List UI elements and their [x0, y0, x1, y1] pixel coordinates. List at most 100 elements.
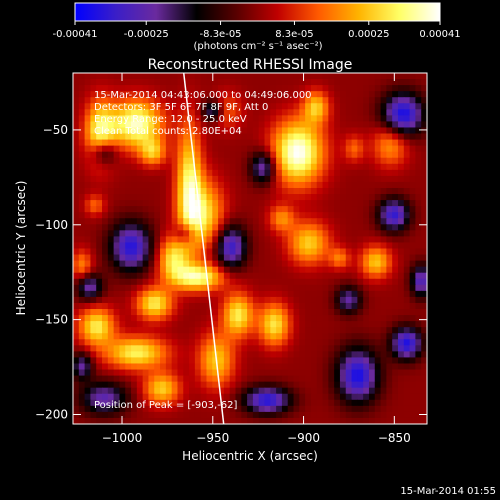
heatmap-cell — [334, 127, 341, 135]
heatmap-cell — [218, 345, 225, 352]
heatmap-cell — [241, 309, 248, 316]
heatmap-cell — [328, 260, 335, 268]
heatmap-cell — [252, 169, 260, 177]
heatmap-cell — [322, 381, 329, 389]
heatmap-cell — [357, 302, 364, 310]
heatmap-cell — [136, 151, 144, 159]
heatmap-cell — [142, 248, 150, 256]
heatmap-cell — [345, 363, 353, 371]
heatmap-cell — [136, 266, 144, 274]
heatmap-cell — [136, 339, 144, 346]
heatmap-cell — [241, 242, 248, 250]
heatmap-cell — [357, 85, 364, 92]
heatmap-cell — [299, 212, 306, 219]
heatmap-cell — [131, 345, 138, 352]
heatmap-cell — [160, 411, 167, 419]
heatmap-cell — [131, 315, 138, 322]
heatmap-cell — [102, 151, 109, 159]
heatmap-cell — [316, 145, 324, 153]
heatmap-cell — [78, 218, 86, 225]
heatmap-cell — [339, 224, 347, 231]
heatmap-cell — [421, 200, 427, 207]
heatmap-cell — [113, 230, 121, 237]
heatmap-cell — [351, 224, 358, 231]
heatmap-cell — [386, 411, 393, 419]
heatmap-cell — [142, 73, 150, 80]
heatmap-cell — [264, 290, 271, 298]
heatmap-cell — [131, 194, 138, 201]
heatmap-cell — [310, 145, 318, 153]
heatmap-cell — [200, 181, 208, 189]
heatmap-cell — [316, 121, 324, 129]
heatmap-cell — [131, 284, 138, 292]
heatmap-cell — [310, 290, 318, 298]
heatmap-cell — [276, 169, 283, 177]
heatmap-cell — [142, 175, 150, 183]
heatmap-cell — [339, 73, 347, 80]
heatmap-cell — [386, 248, 393, 256]
heatmap-cell — [310, 315, 318, 322]
heatmap-cell — [160, 85, 167, 92]
heatmap-cell — [363, 145, 370, 153]
heatmap-cell — [247, 212, 254, 219]
heatmap-cell — [165, 278, 173, 286]
heatmap-cell — [281, 309, 289, 316]
heatmap-cell — [305, 103, 312, 110]
heatmap-cell — [154, 139, 161, 147]
heatmap-cell — [403, 181, 411, 189]
heatmap-cell — [316, 169, 324, 177]
heatmap-cell — [113, 399, 121, 407]
heatmap-cell — [113, 181, 121, 189]
heatmap-cell — [374, 417, 382, 424]
heatmap-cell — [421, 266, 427, 274]
heatmap-cell — [334, 417, 341, 424]
heatmap-cell — [189, 127, 196, 135]
heatmap-cell — [136, 375, 144, 383]
heatmap-cell — [119, 194, 126, 201]
heatmap-cell — [148, 290, 155, 298]
heatmap-cell — [345, 73, 353, 80]
heatmap-cell — [171, 302, 179, 310]
heatmap-cell — [310, 109, 318, 116]
heatmap-cell — [293, 133, 300, 141]
heatmap-cell — [229, 393, 237, 401]
heatmap-cell — [345, 417, 353, 424]
heatmap-cell — [363, 278, 370, 286]
heatmap-cell — [270, 181, 277, 189]
heatmap-cell — [241, 315, 248, 322]
heatmap-cell — [78, 133, 86, 141]
heatmap-cell — [386, 206, 393, 213]
heatmap-cell — [84, 351, 92, 359]
heatmap-cell — [310, 115, 318, 123]
heatmap-cell — [160, 169, 167, 177]
heatmap-cell — [189, 260, 196, 268]
heatmap-cell — [206, 73, 213, 80]
heatmap-cell — [351, 181, 358, 189]
heatmap-cell — [310, 339, 318, 346]
heatmap-cell — [160, 224, 167, 231]
heatmap-cell — [212, 157, 219, 165]
heatmap-cell — [276, 127, 283, 135]
heatmap-cell — [84, 157, 92, 165]
heatmap-cell — [264, 254, 271, 262]
heatmap-cell — [119, 254, 126, 262]
heatmap-cell — [177, 399, 184, 407]
heatmap-cell — [200, 333, 208, 340]
heatmap-cell — [206, 139, 213, 147]
heatmap-cell — [194, 345, 202, 352]
heatmap-cell — [345, 169, 353, 177]
heatmap-cell — [293, 381, 300, 389]
heatmap-cell — [374, 206, 382, 213]
heatmap-cell — [270, 103, 277, 110]
heatmap-cell — [316, 109, 324, 116]
heatmap-cell — [189, 181, 196, 189]
heatmap-cell — [206, 133, 213, 141]
heatmap-cell — [206, 345, 213, 352]
heatmap-cell — [78, 272, 86, 280]
heatmap-cell — [310, 254, 318, 262]
heatmap-cell — [229, 218, 237, 225]
heatmap-cell — [73, 284, 80, 292]
heatmap-cell — [409, 369, 416, 377]
heatmap-cell — [148, 411, 155, 419]
heatmap-cell — [397, 339, 405, 346]
